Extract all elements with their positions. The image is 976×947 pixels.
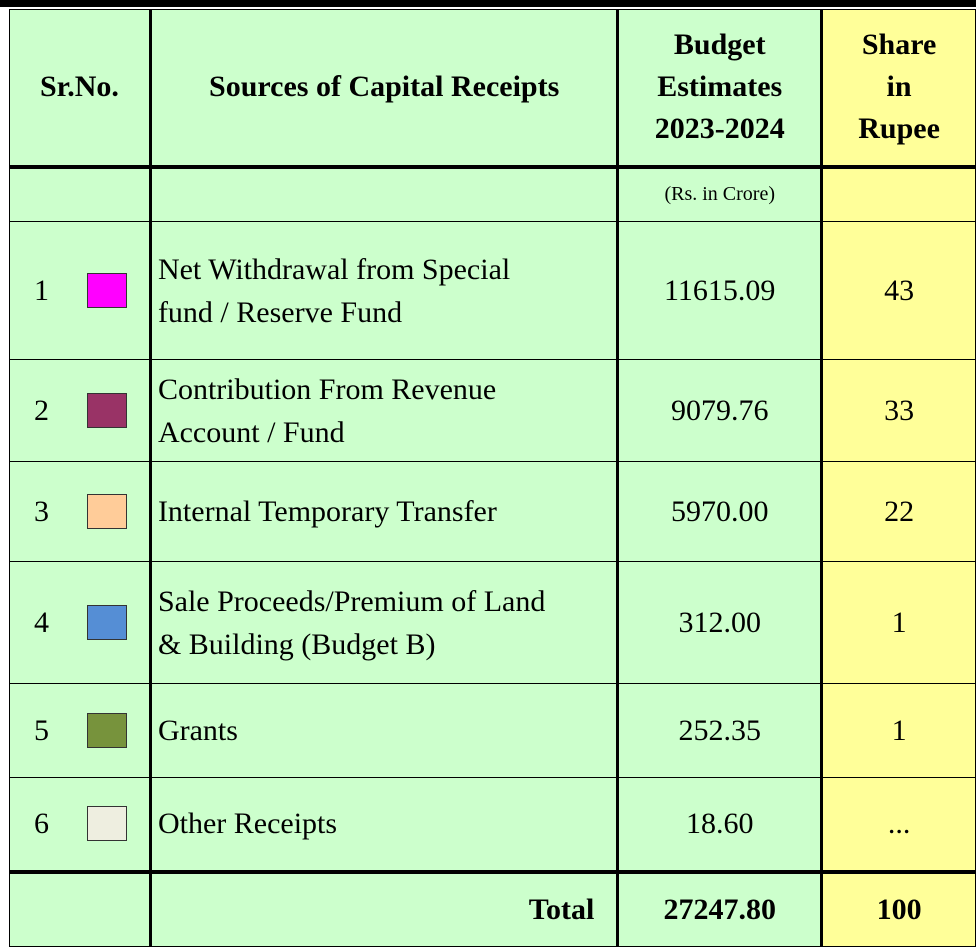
sr-text: 1: [34, 273, 49, 307]
swatch: [87, 494, 127, 529]
source-cell: Internal Temporary Transfer: [149, 461, 620, 562]
swatch: [87, 713, 127, 748]
swatch: [87, 806, 127, 842]
sr-text: 4: [34, 605, 49, 639]
budget-text: 252.35: [678, 713, 761, 747]
cell: [9, 166, 152, 222]
share-text: 1: [891, 713, 907, 747]
sr-text: 2: [34, 393, 49, 427]
source-text: & Building (Budget B): [157, 627, 436, 661]
units-row: (Rs. in Crore): [9, 166, 976, 222]
sr-cell: 2: [9, 359, 152, 462]
source-text: Contribution From Revenue: [157, 372, 497, 406]
budget-cell: 312.00: [617, 561, 824, 684]
source-text: Grants: [157, 714, 238, 747]
share-text: ...: [887, 806, 911, 840]
share-cell: 1: [821, 561, 976, 684]
share-text: 1: [891, 605, 907, 639]
total-row: Total 27247.80 100: [9, 869, 976, 947]
budget-text: 312.00: [678, 605, 761, 639]
source-text: fund / Reserve Fund: [157, 295, 403, 329]
header-text: Budget: [673, 28, 766, 62]
share-cell: 33: [821, 359, 976, 462]
sr-cell: 3: [9, 461, 152, 562]
swatch: [87, 393, 127, 428]
sr-wrap: 5: [10, 713, 149, 748]
header-cell: Budget Estimates 2023-2024: [617, 9, 824, 169]
budget-text: 18.60: [685, 806, 754, 840]
cell: [9, 869, 152, 947]
source-cell: Net Withdrawal from Special fund / Reserv…: [149, 221, 620, 360]
sr-wrap: 2: [10, 393, 149, 428]
sr-wrap: 4: [10, 605, 149, 640]
cell: [821, 166, 976, 222]
share-text: 43: [884, 273, 915, 307]
sr-wrap: 1: [10, 273, 149, 308]
budget-text: 9079.76: [670, 393, 769, 427]
total-budget: 27247.80: [663, 892, 776, 926]
total-label: Total: [528, 892, 595, 926]
data-row: 3 Internal Temporary Transfer 5970.00 22: [9, 461, 976, 562]
budget-text: 11615.09: [664, 273, 776, 307]
source-text: Sale Proceeds/Premium of Land: [157, 584, 546, 618]
total-share: 100: [876, 892, 922, 926]
data-row: 6 Other Receipts 18.60...: [9, 777, 976, 872]
source-cell: Grants: [149, 683, 620, 778]
sr-text: 6: [34, 806, 49, 840]
top-rule: [0, 0, 976, 7]
share-cell: 22: [821, 461, 976, 562]
sr-wrap: 6: [10, 806, 149, 842]
sr-text: 5: [34, 713, 49, 747]
budget-cell: 11615.09: [617, 221, 824, 360]
source-cell: Sale Proceeds/Premium of Land & Building …: [149, 561, 620, 684]
budget-cell: 5970.00: [617, 461, 824, 562]
sr-cell: 4: [9, 561, 152, 684]
share-cell: ...: [821, 777, 976, 872]
header-cell: Share in Rupee: [821, 9, 976, 169]
units-text: (Rs. in Crore): [664, 183, 776, 206]
total-share-cell: 100: [821, 869, 976, 947]
data-row: 4 Sale Proceeds/Premium of Land & Building…: [9, 561, 976, 684]
header-text: 2023-2024: [654, 112, 785, 146]
source-cell: Contribution From Revenue Account / Fund: [149, 359, 620, 462]
units-cell: (Rs. in Crore): [617, 166, 824, 222]
source-text: Net Withdrawal from Special: [157, 252, 511, 286]
header-cell: Sr.No.: [9, 9, 152, 169]
swatch: [87, 605, 127, 640]
source-text: Other Receipts: [157, 807, 338, 841]
header-text: in: [886, 70, 912, 104]
share-text: 22: [884, 494, 915, 528]
sr-text: 3: [34, 494, 49, 528]
budget-cell: 9079.76: [617, 359, 824, 462]
header-text: Rupee: [858, 112, 940, 146]
sr-cell: 1: [9, 221, 152, 360]
budget-text: 5970.00: [670, 494, 769, 528]
data-row: 2 Contribution From Revenue Account / Fund…: [9, 359, 976, 462]
share-cell: 1: [821, 683, 976, 778]
header-text: Sources of Capital Receipts: [209, 70, 560, 104]
sr-cell: 6: [9, 777, 152, 872]
budget-cell: 252.35: [617, 683, 824, 778]
swatch: [87, 273, 127, 308]
data-row: 5 Grants 252.35 1: [9, 683, 976, 778]
sr-cell: 5: [9, 683, 152, 778]
total-label-cell: Total: [149, 869, 620, 947]
sr-wrap: 3: [10, 494, 149, 529]
header-text: Estimates: [657, 70, 783, 104]
header-text: Share: [861, 28, 937, 62]
header-text: Sr.No.: [40, 70, 119, 104]
header-row: Sr.No. Sources of Capital Receipts Budget E…: [9, 9, 976, 169]
source-cell: Other Receipts: [149, 777, 620, 872]
data-row: 1 Net Withdrawal from Special fund / Reser…: [9, 221, 976, 360]
source-text: Internal Temporary Transfer: [157, 495, 497, 528]
share-cell: 43: [821, 221, 976, 360]
share-text: 33: [884, 393, 915, 427]
cell: [149, 166, 620, 222]
total-budget-cell: 27247.80: [617, 869, 824, 947]
budget-cell: 18.60: [617, 777, 824, 872]
receipts-table: Sr.No. Sources of Capital Receipts Budget E…: [9, 9, 976, 947]
header-cell: Sources of Capital Receipts: [149, 9, 620, 169]
source-text: Account / Fund: [157, 415, 345, 449]
